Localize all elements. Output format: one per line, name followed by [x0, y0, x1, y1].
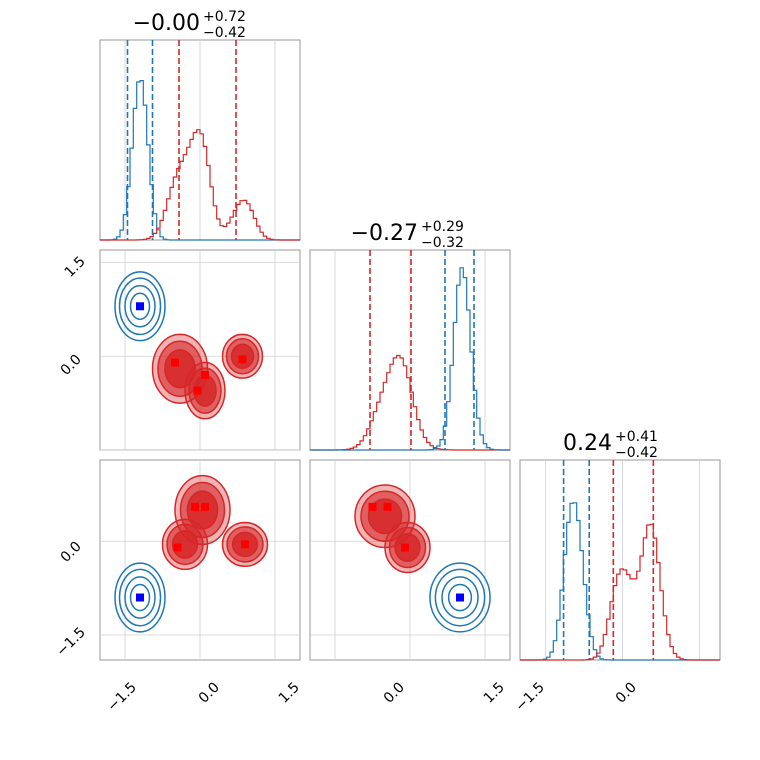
blue-contour — [114, 562, 166, 633]
marker-point — [201, 502, 209, 511]
histogram-red — [100, 129, 300, 241]
panel-title-param-1: −0.00 +0.72 −0.42 — [133, 9, 246, 41]
marker-point — [238, 355, 247, 364]
histogram-panel-param-1 — [99, 39, 301, 241]
marker-point — [191, 502, 199, 511]
blue-contour — [118, 568, 162, 627]
marker-point — [173, 543, 182, 552]
marker-point — [136, 593, 144, 602]
blue-contour — [441, 576, 479, 619]
red-contour — [367, 498, 403, 535]
title-upper: +0.72 — [203, 9, 246, 25]
panel-title-param-2: −0.27 +0.29 −0.32 — [351, 219, 464, 251]
histogram-blue — [100, 80, 300, 241]
blue-contour — [129, 583, 151, 612]
marker-point — [241, 540, 249, 549]
marker-point — [171, 358, 179, 367]
histogram-red — [520, 523, 720, 661]
histogram-blue — [310, 267, 510, 451]
scatter-panel-param-1-vs-2 — [99, 249, 301, 451]
blue-contour — [434, 568, 486, 627]
blue-contour — [429, 562, 491, 633]
histogram-panel-param-2 — [309, 249, 511, 451]
title-upper: +0.41 — [615, 429, 658, 445]
marker-point — [193, 386, 202, 395]
title-median: 0.24 — [563, 431, 612, 456]
scatter-panel-param-2-vs-3 — [309, 459, 511, 661]
title-lower: −0.42 — [615, 445, 658, 461]
marker-point — [456, 593, 464, 602]
blue-contour — [114, 271, 166, 342]
blue-contour — [447, 583, 473, 612]
marker-point — [401, 543, 409, 552]
marker-point — [368, 502, 377, 511]
marker-point — [136, 302, 144, 311]
title-lower: −0.32 — [421, 235, 464, 251]
blue-contour — [124, 576, 156, 619]
blue-contour — [129, 292, 151, 321]
title-upper: +0.29 — [421, 219, 464, 235]
title-lower: −0.42 — [203, 25, 246, 41]
title-median: −0.27 — [351, 221, 418, 246]
scatter-panel-param-1-vs-3 — [99, 459, 301, 661]
blue-contour — [118, 277, 162, 336]
blue-contour — [124, 284, 156, 328]
marker-point — [383, 502, 392, 511]
marker-point — [201, 371, 209, 379]
histogram-panel-param-3 — [519, 459, 721, 661]
histogram-red — [310, 354, 510, 451]
panel-title-param-3: 0.24 +0.41 −0.42 — [563, 429, 658, 461]
red-contour — [164, 349, 196, 389]
title-median: −0.00 — [133, 11, 200, 36]
